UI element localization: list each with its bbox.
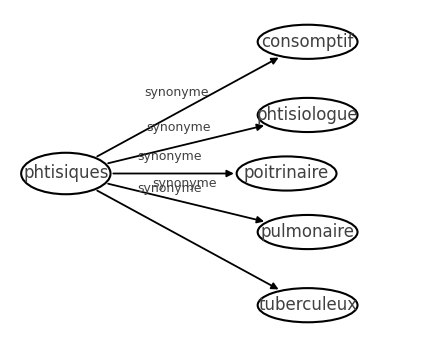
Text: synonyme: synonyme — [144, 86, 208, 99]
Text: synonyme: synonyme — [138, 150, 202, 163]
Text: synonyme: synonyme — [138, 182, 202, 195]
Text: poitrinaire: poitrinaire — [244, 164, 329, 183]
Ellipse shape — [258, 215, 357, 249]
Ellipse shape — [21, 153, 110, 194]
Ellipse shape — [258, 98, 357, 132]
Text: tuberculeux: tuberculeux — [258, 296, 357, 314]
Text: consomptif: consomptif — [262, 33, 354, 51]
Text: phtisiologue: phtisiologue — [257, 106, 358, 124]
Text: pulmonaire: pulmonaire — [261, 223, 354, 241]
Ellipse shape — [258, 25, 357, 59]
Text: phtisiques: phtisiques — [23, 164, 109, 183]
Text: synonyme: synonyme — [146, 121, 210, 134]
Text: synonyme: synonyme — [152, 177, 217, 189]
Ellipse shape — [237, 156, 337, 191]
Ellipse shape — [258, 288, 357, 322]
